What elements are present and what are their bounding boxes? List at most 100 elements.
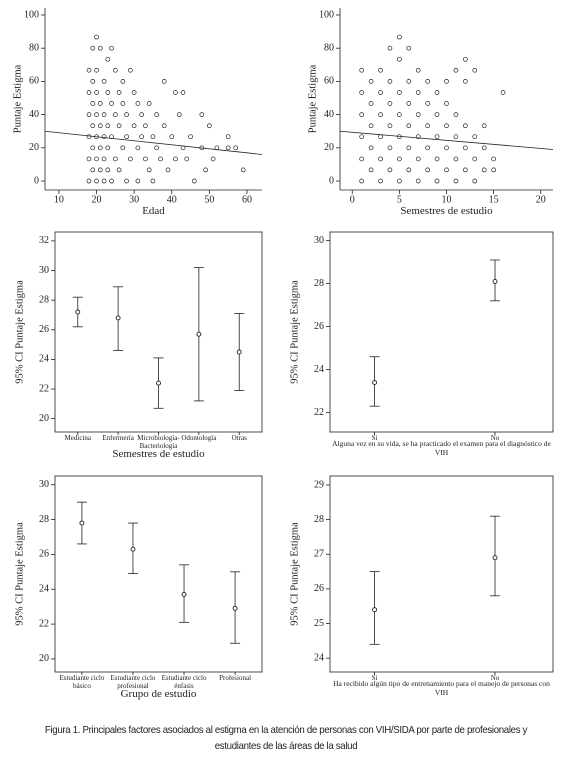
point xyxy=(425,101,431,106)
y-tick-label: 26 xyxy=(39,549,49,560)
y-tick-label: 27 xyxy=(314,549,324,560)
x-tick-label: Microbiología-Bacteriología xyxy=(137,435,180,450)
point xyxy=(359,178,365,184)
point xyxy=(415,67,421,73)
y-tick-label: 28 xyxy=(39,294,49,305)
x-tick-label: No xyxy=(490,675,500,682)
point xyxy=(94,90,99,95)
x-tick-label: Estudiante ciclo básico xyxy=(59,675,105,690)
point xyxy=(173,156,178,162)
point xyxy=(397,56,402,62)
x-axis-label: Grupo de estudio xyxy=(120,688,197,700)
x-tick-label: Profesional xyxy=(219,675,252,682)
point xyxy=(176,112,182,117)
point xyxy=(378,112,383,117)
x-tick-label: 50 xyxy=(204,194,214,205)
point xyxy=(425,145,431,151)
point xyxy=(90,79,96,84)
point xyxy=(86,134,92,140)
plot-frame xyxy=(329,231,554,433)
point xyxy=(444,145,449,151)
point xyxy=(500,90,506,95)
x-axis-label: Edad xyxy=(142,205,165,217)
point xyxy=(165,167,171,173)
point xyxy=(434,178,440,184)
point xyxy=(90,123,96,129)
mean-point xyxy=(196,331,202,337)
x-tick-label-box: Medicina xyxy=(65,435,91,442)
x-tick-label: Enfermería xyxy=(102,435,134,442)
point xyxy=(135,101,141,106)
point xyxy=(101,79,107,84)
point xyxy=(139,112,145,117)
point xyxy=(472,134,478,140)
trend-line xyxy=(339,130,554,150)
point xyxy=(406,167,412,173)
y-tick-label: 100 xyxy=(24,9,39,20)
point xyxy=(94,67,99,73)
mean-point xyxy=(130,546,136,552)
x-tick-label: 15 xyxy=(489,194,499,205)
point xyxy=(97,45,103,51)
x-axis-label-box: Semestres de estudio xyxy=(400,205,492,217)
mean-point xyxy=(372,380,378,385)
mean-point xyxy=(75,309,81,315)
point xyxy=(453,112,459,117)
point xyxy=(491,156,496,162)
x-tick-label-box: Estudiante ciclo básico xyxy=(59,675,105,690)
plot-frame xyxy=(54,475,263,673)
point xyxy=(94,156,99,162)
y-tick-label: 20 xyxy=(29,142,39,153)
y-tick-label: 24 xyxy=(314,364,324,375)
point xyxy=(397,34,402,40)
point xyxy=(150,178,156,184)
point xyxy=(90,45,96,51)
point xyxy=(105,145,111,151)
point xyxy=(434,134,440,140)
point xyxy=(406,79,412,84)
point xyxy=(397,178,402,184)
x-tick-label: Odontología xyxy=(181,435,217,442)
point xyxy=(90,167,96,173)
mean-point xyxy=(181,592,187,597)
point xyxy=(462,79,468,84)
point xyxy=(101,178,107,184)
point xyxy=(112,112,118,117)
y-tick-label: 28 xyxy=(314,278,324,289)
y-tick-label: 25 xyxy=(314,618,324,629)
point xyxy=(173,90,178,95)
y-tick-label: 28 xyxy=(39,514,49,525)
point xyxy=(135,145,141,151)
point xyxy=(378,178,383,184)
y-tick-label: 20 xyxy=(39,653,49,664)
point xyxy=(131,90,137,95)
point xyxy=(453,67,459,73)
point xyxy=(154,145,160,151)
point xyxy=(124,112,129,117)
x-tick-label: Estudiante ciclo énfasis xyxy=(161,675,207,690)
point xyxy=(158,156,163,162)
point xyxy=(135,178,141,184)
point xyxy=(94,178,99,184)
x-tick-label-box: Otras xyxy=(232,435,247,442)
point xyxy=(368,101,374,106)
point xyxy=(359,112,365,117)
point xyxy=(415,90,421,95)
point xyxy=(462,56,468,62)
point xyxy=(387,123,393,129)
mean-point xyxy=(115,315,121,321)
y-tick-label: 0 xyxy=(34,175,39,186)
y-tick-label: 60 xyxy=(29,76,39,87)
point xyxy=(86,90,92,95)
y-tick-label: 22 xyxy=(39,383,49,394)
point xyxy=(124,134,129,140)
y-tick-label: 22 xyxy=(314,407,324,418)
point xyxy=(359,67,365,73)
y-tick-label: 40 xyxy=(324,109,334,120)
point xyxy=(109,178,114,184)
x-tick-label-box: Profesional xyxy=(219,675,252,682)
x-axis-label-box: Alguna vez en su vida, se ha practicado … xyxy=(332,440,551,456)
y-axis-label: 95% CI Puntaje Estigma xyxy=(14,280,25,384)
point xyxy=(240,167,246,173)
x-tick-label: 20 xyxy=(536,194,546,205)
